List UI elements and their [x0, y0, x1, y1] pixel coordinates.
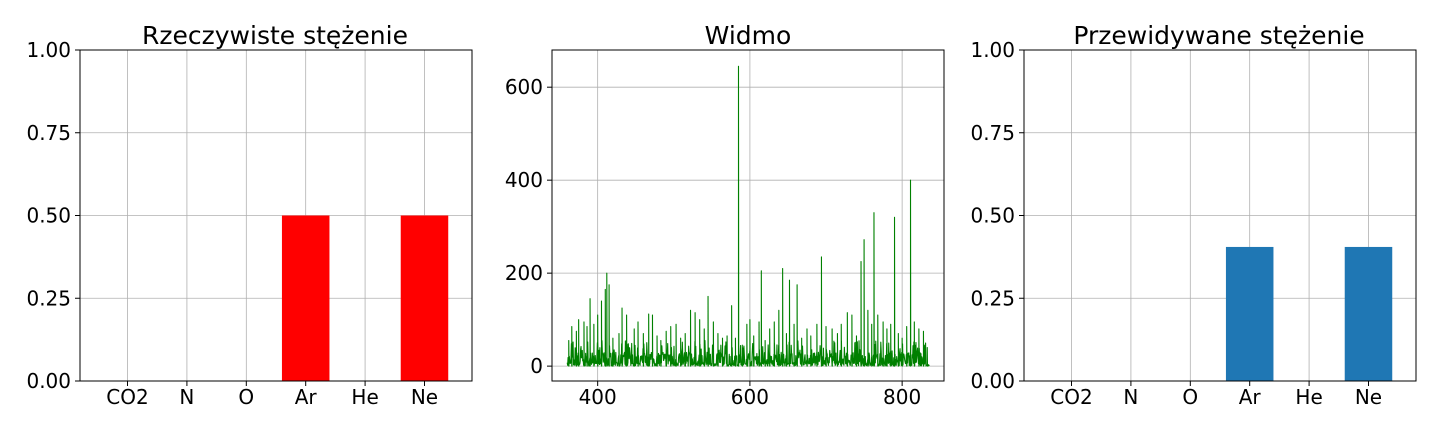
- plot-frame: [1023, 49, 1417, 382]
- y-tick-label: 0.50: [970, 204, 1015, 228]
- spectrum-line: [566, 65, 930, 367]
- x-tick-label: 600: [731, 385, 769, 409]
- y-tick-label: 400: [505, 168, 543, 192]
- x-tick-label: O: [238, 385, 254, 409]
- x-tick-label: CO2: [1050, 385, 1092, 409]
- bar-ar: [281, 215, 330, 381]
- x-tick-label: He: [1295, 385, 1322, 409]
- actual-concentration-chart: Rzeczywiste stężenie 0.00 0.25 0.50 0.75 1.0…: [26, 21, 473, 409]
- predicted-concentration-chart: Przewidywane stężenie 0.00 0.25 0.50 0.75 1.…: [970, 21, 1417, 409]
- x-tick-label: Ne: [1355, 385, 1382, 409]
- bar-ne: [1344, 246, 1393, 381]
- x-tick-label: Ne: [411, 385, 438, 409]
- bar-ne: [400, 215, 449, 381]
- x-tick-label: N: [1123, 385, 1138, 409]
- plot-frame: [79, 49, 473, 382]
- y-tick-label: 600: [505, 75, 543, 99]
- x-tick-label: Ar: [1239, 385, 1262, 409]
- y-tick-label: 0.75: [26, 121, 71, 145]
- y-tick-label: 0.00: [26, 369, 71, 393]
- x-tick-label: 800: [883, 385, 921, 409]
- chart-title: Przewidywane stężenie: [1073, 21, 1364, 50]
- plot-frame: [551, 49, 945, 382]
- x-tick-label: O: [1182, 385, 1198, 409]
- y-tick-label: 0.25: [970, 286, 1015, 310]
- y-tick-label: 0.25: [26, 286, 71, 310]
- spectrum-chart: Widmo 0 200 400 600 400 600 800: [505, 21, 945, 409]
- x-tick-label: CO2: [106, 385, 148, 409]
- y-tick-label: 0: [530, 354, 543, 378]
- y-tick-label: 0.75: [970, 121, 1015, 145]
- bar-ar: [1225, 246, 1274, 381]
- chart-title: Rzeczywiste stężenie: [142, 21, 408, 50]
- y-tick-label: 0.50: [26, 204, 71, 228]
- y-tick-label: 0.00: [970, 369, 1015, 393]
- x-tick-label: N: [179, 385, 194, 409]
- chart-title: Widmo: [705, 21, 792, 50]
- y-tick-label: 1.00: [26, 38, 71, 62]
- x-tick-label: 400: [579, 385, 617, 409]
- y-tick-label: 200: [505, 261, 543, 285]
- x-tick-label: He: [351, 385, 378, 409]
- y-tick-label: 1.00: [970, 38, 1015, 62]
- x-tick-label: Ar: [295, 385, 318, 409]
